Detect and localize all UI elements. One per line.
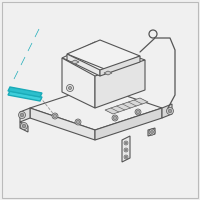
Polygon shape	[95, 108, 162, 140]
Circle shape	[68, 86, 72, 90]
Circle shape	[75, 119, 81, 125]
Circle shape	[52, 113, 58, 119]
Circle shape	[20, 113, 24, 117]
Circle shape	[66, 84, 74, 92]
Polygon shape	[35, 29, 39, 37]
Polygon shape	[14, 71, 18, 79]
Circle shape	[125, 142, 127, 144]
Polygon shape	[104, 71, 112, 75]
Polygon shape	[20, 122, 28, 132]
Polygon shape	[21, 57, 25, 65]
Polygon shape	[162, 104, 172, 118]
Circle shape	[136, 110, 140, 114]
Circle shape	[18, 112, 26, 118]
Circle shape	[125, 149, 127, 151]
Polygon shape	[8, 87, 42, 97]
Polygon shape	[20, 108, 30, 122]
Circle shape	[124, 141, 128, 145]
Polygon shape	[122, 136, 130, 162]
Polygon shape	[62, 58, 95, 108]
Polygon shape	[105, 98, 148, 114]
Polygon shape	[67, 54, 100, 76]
Circle shape	[135, 109, 141, 115]
Polygon shape	[30, 108, 95, 140]
Polygon shape	[148, 128, 155, 136]
Circle shape	[53, 114, 57, 118]
Circle shape	[113, 116, 117, 120]
Polygon shape	[30, 86, 162, 130]
Circle shape	[166, 108, 174, 114]
Polygon shape	[62, 42, 145, 76]
Circle shape	[124, 148, 128, 152]
Polygon shape	[71, 60, 79, 64]
Circle shape	[149, 129, 155, 135]
Circle shape	[112, 115, 118, 121]
Circle shape	[76, 120, 80, 124]
Circle shape	[21, 122, 28, 130]
Circle shape	[125, 156, 127, 158]
Polygon shape	[28, 43, 32, 51]
Polygon shape	[67, 40, 140, 70]
Circle shape	[22, 124, 26, 128]
Circle shape	[151, 130, 154, 134]
Polygon shape	[8, 91, 42, 101]
Circle shape	[168, 109, 172, 113]
Polygon shape	[95, 60, 145, 108]
Polygon shape	[100, 56, 140, 76]
Circle shape	[124, 155, 128, 159]
